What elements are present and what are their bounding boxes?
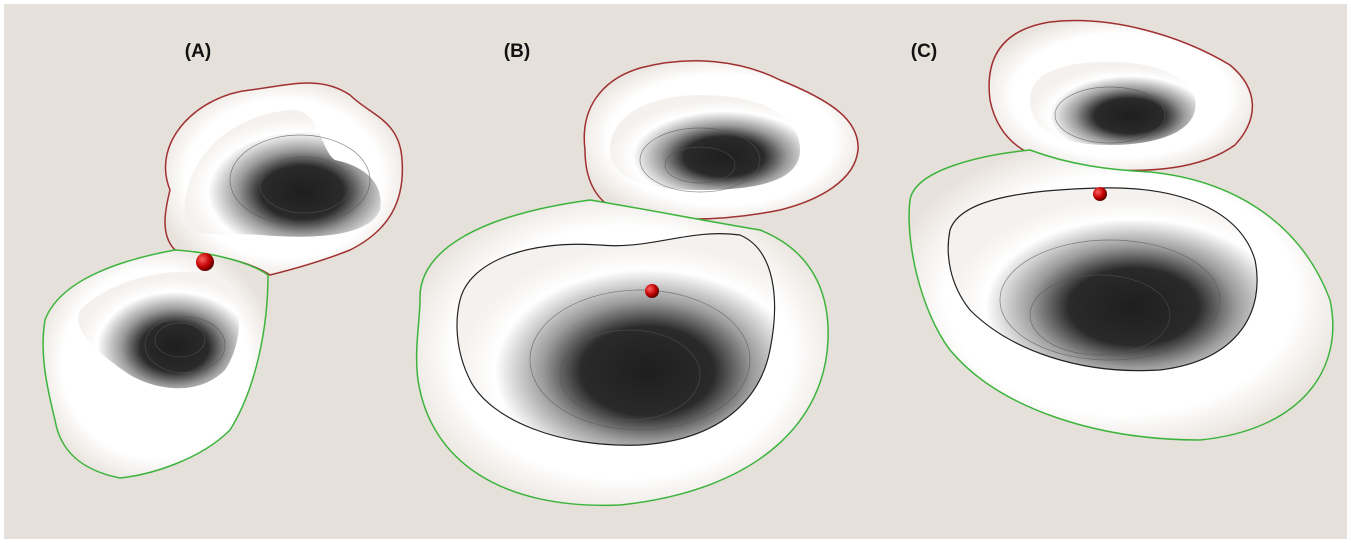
page: {"panels": [{"label": "(A)"}, {"label": … <box>0 0 1351 543</box>
panel-label: (C) <box>911 41 937 62</box>
figure: (A) (B) (C) <box>0 0 1351 543</box>
panel-label: (B) <box>504 41 530 62</box>
panel-label: (A) <box>185 41 211 62</box>
